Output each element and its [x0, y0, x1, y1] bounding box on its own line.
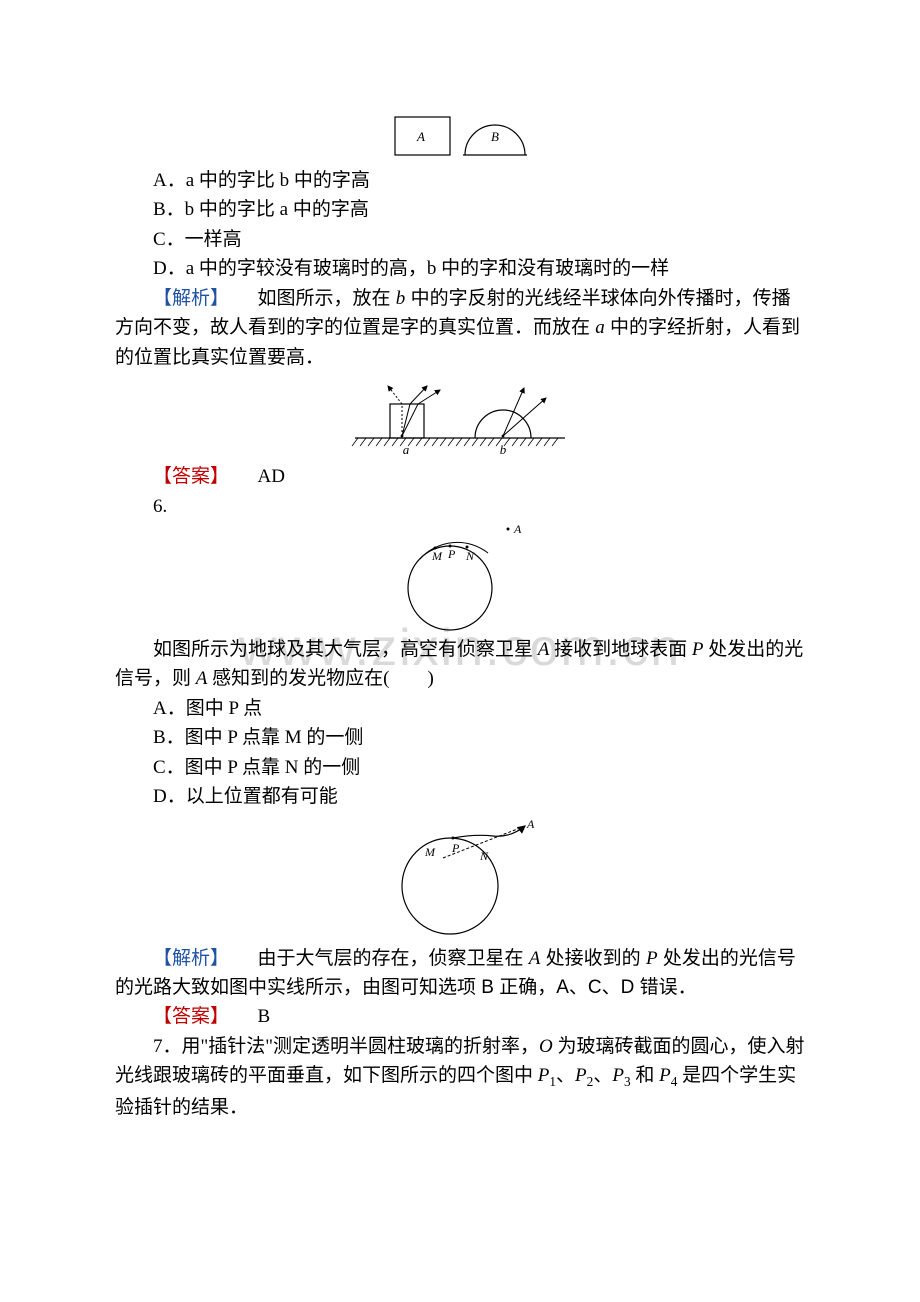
q6-answer: 【答案】B [115, 1002, 805, 1031]
svg-text:M: M [431, 549, 443, 563]
q6-number: 6. [115, 492, 805, 521]
svg-text:b: b [500, 442, 507, 457]
explain-label: 【解析】 [153, 948, 229, 969]
svg-text:P: P [447, 547, 456, 561]
svg-text:M: M [424, 845, 436, 859]
q7-stem: 7．用"插针法"测定透明半圆柱玻璃的折射率，O 为玻璃砖截面的圆心，使入射光线跟… [115, 1032, 805, 1122]
answer-label: 【答案】 [153, 466, 229, 487]
q6-explain: 【解析】由于大气层的存在，侦察卫星在 A 处接收到的 P 处发出的光信号的光路大… [115, 944, 805, 1003]
q5-option-c: C．一样高 [115, 225, 805, 254]
q5-diagram-1: A B [115, 112, 805, 160]
svg-text:A: A [526, 818, 535, 831]
svg-text:N: N [479, 849, 489, 863]
q6-stem: 如图所示为地球及其大气层，高空有侦察卫星 A 接收到地球表面 P 处发出的光信号… [115, 635, 805, 694]
q5-option-b: B．b 中的字比 a 中的字高 [115, 195, 805, 224]
page-content: A B A．a 中的字比 b 中的字高 B．b 中的字比 a 中的字高 C．一样… [115, 112, 805, 1122]
explain-label: 【解析】 [153, 288, 229, 309]
q6-option-b: B．图中 P 点靠 M 的一侧 [115, 723, 805, 752]
q5-explain: 【解析】如图所示，放在 b 中的字反射的光线经半球体向外传播时，传播方向不变，故… [115, 284, 805, 372]
svg-text:A: A [513, 523, 522, 536]
q5-diagram-2: a b [115, 380, 805, 458]
q6-diagram-1: M P N A [115, 523, 805, 633]
q6-option-c: C．图中 P 点靠 N 的一侧 [115, 753, 805, 782]
q6-option-d: D．以上位置都有可能 [115, 782, 805, 811]
q5-option-d: D．a 中的字较没有玻璃时的高，b 中的字和没有玻璃时的一样 [115, 254, 805, 283]
svg-text:N: N [465, 549, 475, 563]
svg-text:A: A [416, 129, 425, 144]
q5-answer: 【答案】AD [115, 462, 805, 491]
answer-label: 【答案】 [153, 1006, 229, 1027]
q5-option-a: A．a 中的字比 b 中的字高 [115, 166, 805, 195]
svg-text:B: B [491, 129, 499, 144]
q6-diagram-2: M P N A [115, 818, 805, 938]
svg-text:a: a [403, 442, 410, 457]
q6-option-a: A．图中 P 点 [115, 694, 805, 723]
svg-text:P: P [451, 841, 460, 855]
